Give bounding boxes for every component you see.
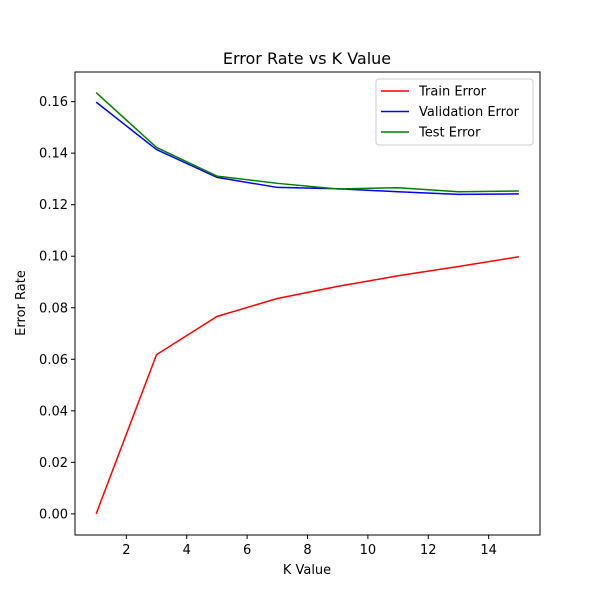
series-line-validation-error: [95, 101, 519, 196]
x-tick-label: 6: [243, 543, 251, 558]
y-tick-label: 0.10: [39, 250, 68, 265]
series-line-test-error: [95, 92, 519, 193]
legend-label-validation-error: Validation Error: [419, 105, 520, 120]
y-tick-label: 0.16: [39, 95, 68, 110]
y-tick-label: 0.00: [39, 507, 68, 522]
y-tick-label: 0.14: [39, 147, 68, 162]
y-tick-label: 0.06: [39, 353, 68, 368]
y-tick-label: 0.08: [39, 301, 68, 316]
x-tick-label: 12: [420, 543, 437, 558]
legend-label-train-error: Train Error: [418, 85, 487, 100]
x-tick-label: 14: [480, 543, 497, 558]
y-tick-label: 0.02: [39, 456, 68, 471]
x-tick-label: 8: [303, 543, 311, 558]
y-tick-label: 0.04: [39, 404, 68, 419]
x-tick-label: 4: [183, 543, 191, 558]
x-axis-label: K Value: [283, 563, 331, 578]
x-axis-ticks: 2 4 6 8 10 12 14: [122, 535, 497, 558]
x-tick-label: 10: [360, 543, 377, 558]
x-tick-label: 2: [122, 543, 130, 558]
chart-title: Error Rate vs K Value: [223, 49, 391, 68]
legend-label-test-error: Test Error: [418, 126, 481, 141]
series-layer: [95, 92, 519, 515]
legend: Train Error Validation Error Test Error: [375, 78, 534, 146]
legend-frame: [375, 78, 534, 146]
series-line-train-error: [95, 255, 519, 515]
y-axis-ticks: 0.00 0.02 0.04 0.06 0.08 0.10 0.12 0.14 0.16: [39, 95, 75, 522]
y-tick-label: 0.12: [39, 198, 68, 213]
y-axis-label: Error Rate: [14, 270, 29, 336]
